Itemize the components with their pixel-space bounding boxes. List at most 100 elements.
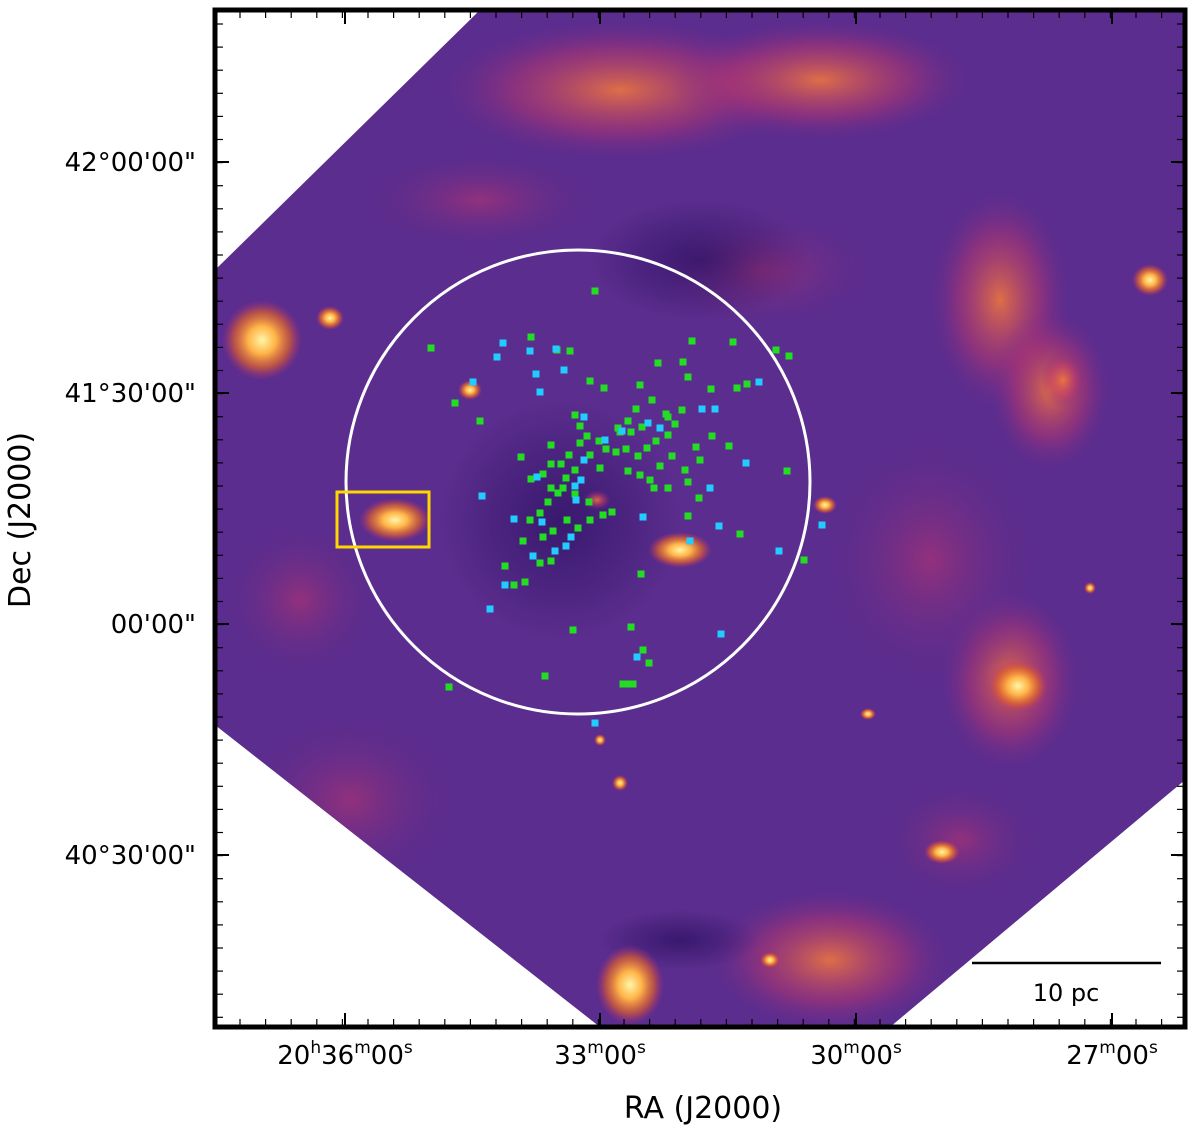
- y-axis-title: Dec (J2000): [3, 432, 38, 608]
- source-marker-green: [554, 489, 562, 497]
- x-tick-label: 30m00s: [810, 1038, 902, 1071]
- source-marker-green: [681, 466, 689, 474]
- source-marker-green: [636, 471, 644, 479]
- source-marker-green: [476, 417, 484, 425]
- source-marker-green: [627, 428, 635, 436]
- source-marker-green: [547, 557, 555, 565]
- source-marker-green: [643, 444, 651, 452]
- x-tick-label: 27m00s: [1066, 1038, 1158, 1071]
- source-marker-green: [602, 445, 610, 453]
- source-marker-green: [591, 287, 599, 295]
- source-marker-green: [595, 437, 603, 445]
- source-marker-cyan: [532, 370, 540, 378]
- source-marker-green: [562, 474, 570, 482]
- source-marker-green: [608, 508, 616, 516]
- source-marker-cyan: [639, 513, 647, 521]
- x-axis-title: RA (J2000): [624, 1091, 782, 1126]
- x-tick-label: 33m00s: [554, 1038, 646, 1071]
- source-marker-cyan: [493, 353, 501, 361]
- source-marker-green: [639, 646, 647, 654]
- y-tick-label: 41°30'00": [65, 379, 196, 409]
- source-marker-green: [427, 344, 435, 352]
- source-marker-green: [800, 556, 808, 564]
- source-marker-green: [600, 384, 608, 392]
- source-marker-green: [547, 484, 555, 492]
- source-marker-cyan: [755, 378, 763, 386]
- y-tick-label: 40°30'00": [65, 841, 196, 871]
- source-marker-green: [624, 417, 632, 425]
- source-marker-green: [557, 460, 565, 468]
- source-marker-green: [539, 470, 547, 478]
- source-marker-cyan: [510, 515, 518, 523]
- source-marker-green: [684, 373, 692, 381]
- source-marker-green: [622, 445, 630, 453]
- source-marker-green: [547, 441, 555, 449]
- source-marker-green: [536, 509, 544, 517]
- source-marker-green: [664, 484, 672, 492]
- source-markers: [427, 287, 826, 727]
- source-marker-cyan: [551, 547, 559, 555]
- source-marker-green: [586, 516, 594, 524]
- source-marker-green: [684, 512, 692, 520]
- source-marker-green: [519, 537, 527, 545]
- source-marker-cyan: [618, 427, 626, 435]
- source-marker-green: [539, 533, 547, 541]
- source-marker-cyan: [571, 482, 579, 490]
- source-marker-green: [638, 423, 646, 431]
- scale-bar: 10 pc: [972, 961, 1161, 1007]
- source-marker-green: [671, 420, 679, 428]
- sky-image: [215, 10, 1185, 1027]
- source-marker-green: [586, 451, 594, 459]
- source-marker-cyan: [562, 542, 570, 550]
- y-tick-label: 00'00": [111, 610, 196, 640]
- source-marker-green: [576, 439, 584, 447]
- source-marker-green: [708, 432, 716, 440]
- source-marker-green: [654, 359, 662, 367]
- source-marker-green: [527, 333, 535, 341]
- source-marker-green: [571, 466, 579, 474]
- source-marker-cyan: [529, 552, 537, 560]
- plot-frame: [212, 7, 1188, 1030]
- source-marker-green: [646, 476, 654, 484]
- source-marker-cyan: [478, 492, 486, 500]
- source-marker-green: [517, 453, 525, 461]
- source-marker-cyan: [601, 436, 609, 444]
- source-marker-green: [785, 352, 793, 360]
- source-marker-cyan: [536, 388, 544, 396]
- source-marker-cyan: [686, 537, 694, 545]
- source-marker-cyan: [706, 484, 714, 492]
- source-marker-green: [783, 467, 791, 475]
- source-marker-green: [569, 626, 577, 634]
- source-marker-green: [571, 411, 579, 419]
- source-marker-green: [585, 498, 593, 506]
- source-marker-cyan: [580, 456, 588, 464]
- source-marker-cyan: [775, 547, 783, 555]
- source-marker-green: [736, 530, 744, 538]
- source-marker-cyan: [486, 605, 494, 613]
- source-marker-green: [696, 456, 704, 464]
- source-marker-green: [583, 432, 591, 440]
- source-marker-cyan: [580, 413, 588, 421]
- source-marker-green: [536, 559, 544, 567]
- source-marker-green: [707, 385, 715, 393]
- source-marker-green: [650, 484, 658, 492]
- source-marker-green: [634, 452, 642, 460]
- source-marker-cyan: [538, 518, 546, 526]
- source-marker-green: [586, 377, 594, 385]
- source-marker-green: [692, 443, 700, 451]
- source-marker-green: [614, 424, 622, 432]
- source-marker-green: [549, 527, 557, 535]
- source-marker-green: [451, 399, 459, 407]
- source-marker-green: [679, 358, 687, 366]
- source-marker-cyan: [633, 653, 641, 661]
- source-marker-green: [656, 462, 664, 470]
- source-marker-green: [668, 452, 676, 460]
- source-marker-cyan: [591, 719, 599, 727]
- source-marker-cyan: [698, 405, 706, 413]
- source-marker-cyan: [469, 378, 477, 386]
- source-marker-green: [565, 451, 573, 459]
- source-marker-green: [612, 448, 620, 456]
- source-marker-cyan: [560, 366, 568, 374]
- source-marker-green: [527, 475, 535, 483]
